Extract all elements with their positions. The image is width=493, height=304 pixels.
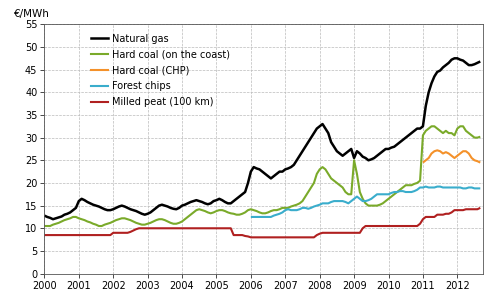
Legend: Natural gas, Hard coal (on the coast), Hard coal (CHP), Forest chips, Milled pea: Natural gas, Hard coal (on the coast), H…	[89, 32, 232, 109]
Text: €/MWh: €/MWh	[14, 9, 49, 19]
